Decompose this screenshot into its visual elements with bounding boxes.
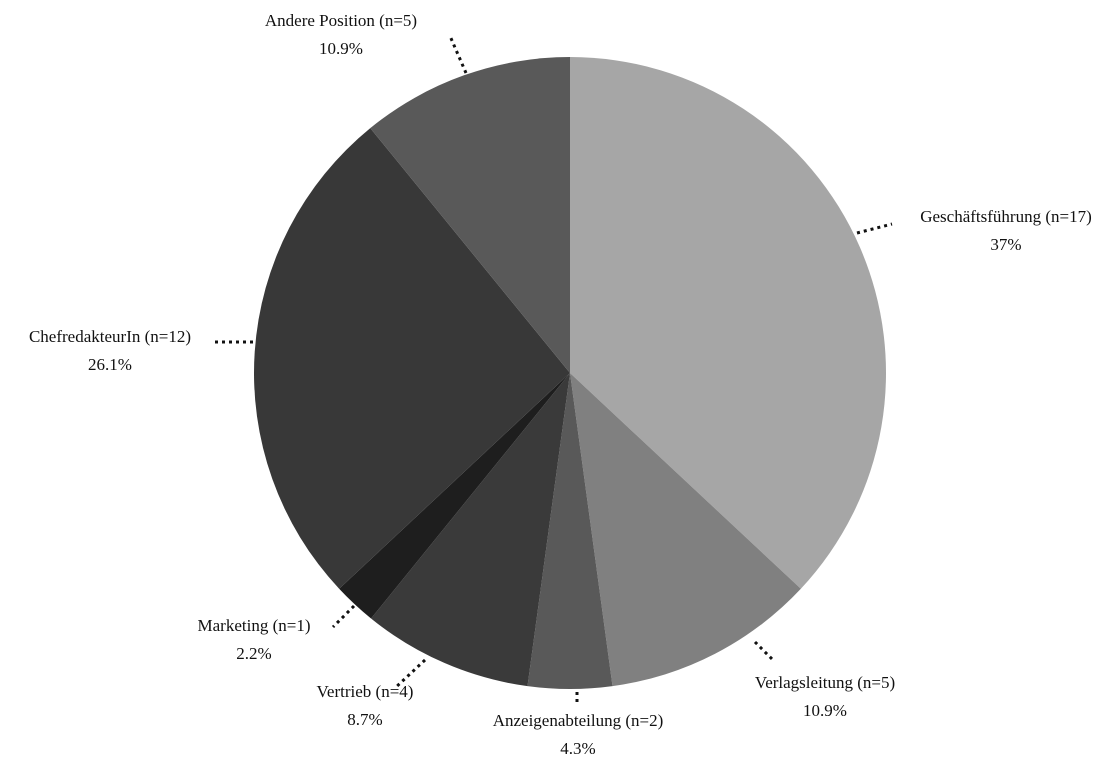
slice-label: Andere Position (n=5) — [265, 11, 417, 30]
slice-label: Anzeigenabteilung (n=2) — [493, 711, 664, 730]
pie-slice — [527, 373, 613, 689]
pie-slice — [253, 128, 570, 589]
slice-value-label: 4.3% — [560, 739, 595, 758]
leader-line — [331, 604, 356, 629]
pie-slice — [570, 373, 801, 687]
slice-label: Vertrieb (n=4) — [317, 682, 414, 701]
slice-label: Geschäftsführung (n=17) — [920, 207, 1092, 226]
slice-value-label: 26.1% — [88, 355, 132, 374]
leader-line — [448, 35, 468, 74]
slice-label: Marketing (n=1) — [198, 616, 311, 635]
pie-slice — [370, 57, 570, 373]
slice-label: ChefredakteurIn (n=12) — [29, 327, 191, 346]
pie-slice — [371, 373, 570, 687]
slice-value-label: 10.9% — [319, 39, 363, 58]
slice-value-label: 37% — [990, 235, 1021, 254]
slice-value-label: 2.2% — [236, 644, 271, 663]
leader-line — [856, 222, 893, 235]
pie-slice — [570, 57, 886, 589]
slice-label: Verlagsleitung (n=5) — [755, 673, 895, 692]
leader-line — [753, 640, 775, 662]
pie-slice — [339, 373, 570, 619]
slice-value-label: 8.7% — [347, 710, 382, 729]
slice-value-label: 10.9% — [803, 701, 847, 720]
